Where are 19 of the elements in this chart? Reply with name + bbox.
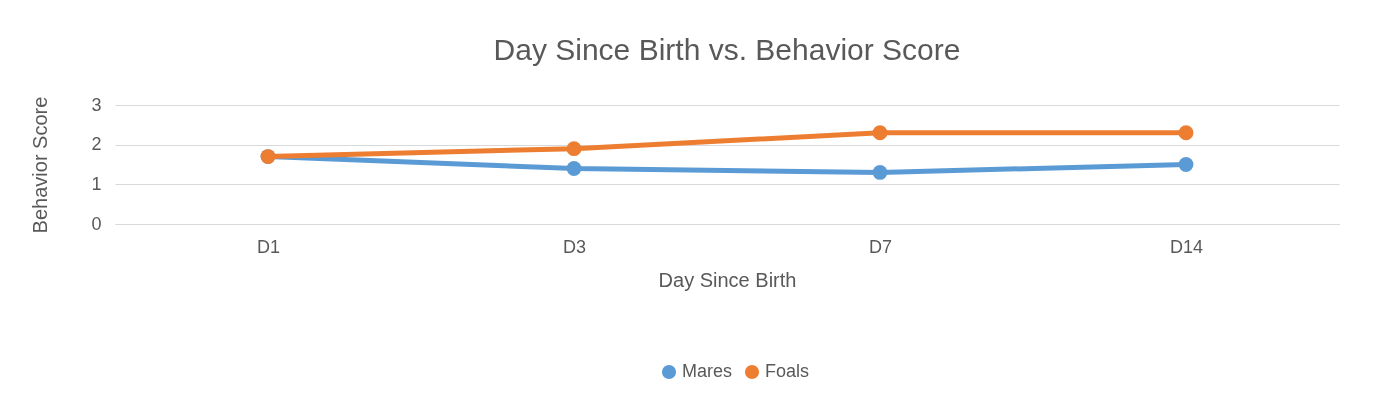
x-tick-label: D14 [1169, 236, 1204, 257]
x-axis-title: Day Since Birth [658, 268, 797, 291]
y-tick-label: 1 [91, 173, 102, 194]
chart-title: Day Since Birth vs. Behavior Score [493, 33, 961, 66]
y-axis-title: Behavior Score [29, 96, 52, 234]
legend-label: Foals [765, 361, 810, 381]
point [1178, 157, 1194, 172]
point [872, 165, 888, 180]
x-tick-label: D3 [562, 236, 587, 257]
x-tick-label: D1 [256, 236, 281, 257]
point [566, 161, 582, 176]
y-tick-label: 3 [91, 94, 102, 115]
point [1178, 125, 1194, 141]
x-tick-label: D7 [868, 236, 893, 257]
legend-label: Mares [682, 361, 733, 381]
y-tick-label: 0 [91, 213, 102, 234]
y-tick-label: 2 [91, 134, 102, 155]
point [872, 125, 888, 141]
point [566, 141, 582, 157]
